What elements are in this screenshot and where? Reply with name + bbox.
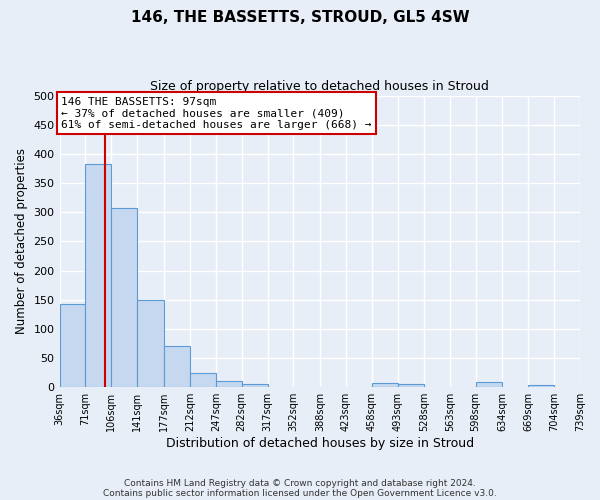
Y-axis label: Number of detached properties: Number of detached properties [15, 148, 28, 334]
Text: 146, THE BASSETTS, STROUD, GL5 4SW: 146, THE BASSETTS, STROUD, GL5 4SW [131, 10, 469, 25]
Bar [59, 304, 85, 387]
Bar [85, 164, 112, 387]
Bar [528, 386, 554, 387]
Text: 146 THE BASSETTS: 97sqm
← 37% of detached houses are smaller (409)
61% of semi-d: 146 THE BASSETTS: 97sqm ← 37% of detache… [61, 96, 371, 130]
X-axis label: Distribution of detached houses by size in Stroud: Distribution of detached houses by size … [166, 437, 474, 450]
Bar [112, 208, 137, 387]
Title: Size of property relative to detached houses in Stroud: Size of property relative to detached ho… [151, 80, 489, 93]
Bar [372, 383, 398, 387]
Bar [398, 384, 424, 387]
Text: Contains public sector information licensed under the Open Government Licence v3: Contains public sector information licen… [103, 488, 497, 498]
Text: Contains HM Land Registry data © Crown copyright and database right 2024.: Contains HM Land Registry data © Crown c… [124, 478, 476, 488]
Bar [476, 382, 502, 387]
Bar [242, 384, 268, 387]
Bar [190, 373, 216, 387]
Bar [216, 382, 242, 387]
Bar [137, 300, 164, 387]
Bar [164, 346, 190, 387]
